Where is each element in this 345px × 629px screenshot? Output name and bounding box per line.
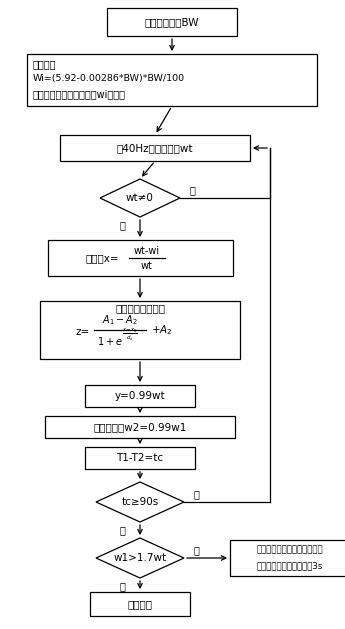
Text: z=: z=: [76, 327, 90, 337]
Bar: [90, 592, 190, 616]
Text: 获取大鼠体重BW: 获取大鼠体重BW: [145, 17, 199, 27]
Bar: [40, 301, 240, 359]
Text: 是: 是: [119, 220, 125, 230]
Text: 查找最新的w2=0.99w1: 查找最新的w2=0.99w1: [93, 422, 187, 432]
Polygon shape: [96, 482, 184, 522]
Text: 是: 是: [119, 581, 125, 591]
Bar: [45, 416, 235, 438]
Bar: [48, 240, 233, 276]
Bar: [85, 385, 195, 407]
Text: 夹闭肝脏的管液流出血管或增: 夹闭肝脏的管液流出血管或增: [257, 545, 323, 555]
Bar: [107, 8, 237, 36]
Text: 或直接称取大鼠肝脏确定wi的数值: 或直接称取大鼠肝脏确定wi的数值: [33, 89, 126, 99]
Text: T1-T2=tc: T1-T2=tc: [117, 453, 164, 463]
Text: 否: 否: [189, 185, 195, 195]
Text: wt≠0: wt≠0: [126, 193, 154, 203]
Bar: [85, 447, 195, 469]
Bar: [230, 540, 345, 576]
Text: w1>1.7wt: w1>1.7wt: [114, 553, 167, 563]
Text: $1+e$: $1+e$: [97, 335, 123, 347]
Text: tc≥90s: tc≥90s: [121, 497, 159, 507]
Text: Wi=(5.92-0.00286*BW)*BW/100: Wi=(5.92-0.00286*BW)*BW/100: [33, 74, 185, 82]
Text: 通过公式: 通过公式: [33, 59, 57, 69]
Text: 玻尔兹曼拟合函数: 玻尔兹曼拟合函数: [115, 303, 165, 313]
Text: y=0.99wt: y=0.99wt: [115, 391, 165, 401]
Bar: [60, 135, 250, 161]
Text: 停止灌注: 停止灌注: [128, 599, 152, 609]
Text: 加缓冲液的灌注速率持续3s: 加缓冲液的灌注速率持续3s: [257, 562, 323, 571]
Text: 以40Hz的频率获取wt: 以40Hz的频率获取wt: [117, 143, 193, 153]
Bar: [27, 54, 317, 106]
Text: wt: wt: [141, 261, 153, 271]
Polygon shape: [100, 179, 180, 217]
Text: wt-wi: wt-wi: [134, 246, 160, 256]
Text: $+A_2$: $+A_2$: [151, 323, 173, 337]
Polygon shape: [96, 538, 184, 578]
Text: $\frac{x\!-\!x_0}{d_x}$: $\frac{x\!-\!x_0}{d_x}$: [122, 326, 138, 343]
Text: $A_1-A_2$: $A_1-A_2$: [102, 313, 138, 327]
Text: 是: 是: [119, 525, 125, 535]
Text: 否: 否: [193, 545, 199, 555]
Text: 否: 否: [193, 489, 199, 499]
Text: 标准化x=: 标准化x=: [85, 253, 119, 263]
